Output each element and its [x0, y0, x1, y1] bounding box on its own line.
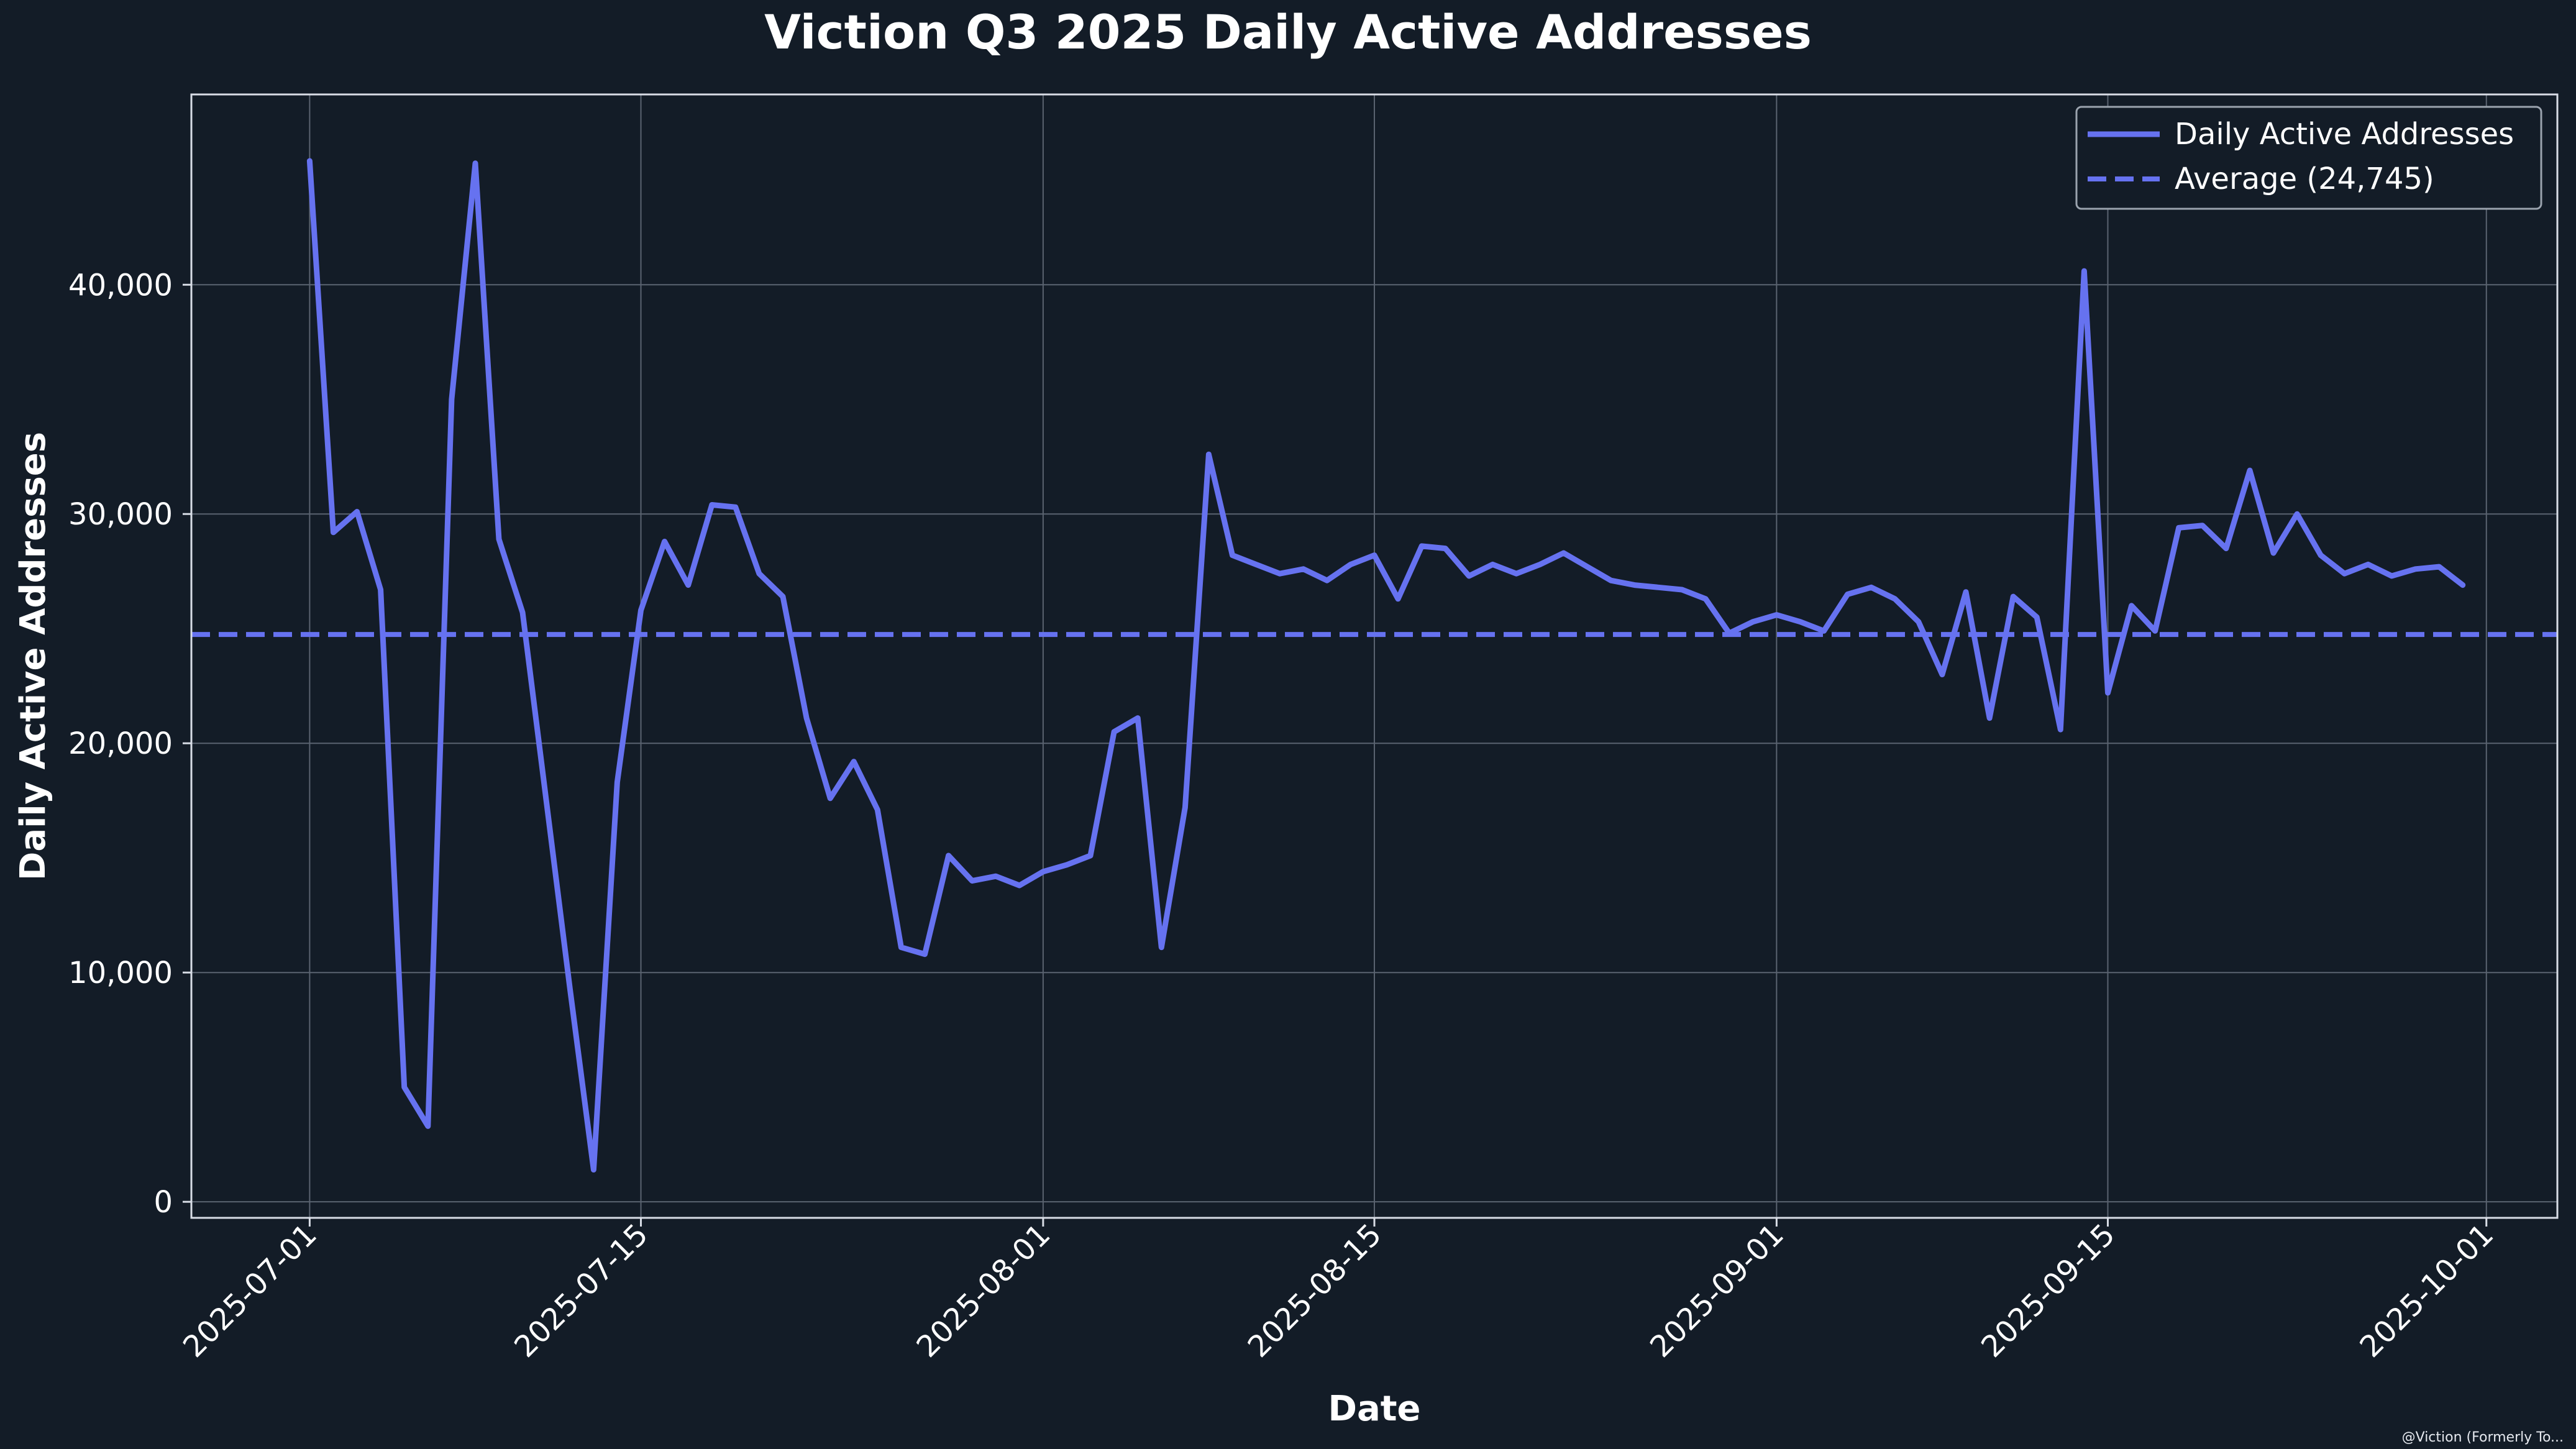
y-axis-label: Daily Active Addresses [13, 432, 53, 880]
x-axis-label: Date [1328, 1389, 1420, 1429]
legend-series-label: Daily Active Addresses [2175, 117, 2514, 152]
y-tick-label: 40,000 [68, 268, 173, 303]
daily-active-addresses-line [306, 158, 2466, 1172]
chart-title: Viction Q3 2025 Daily Active Addresses [764, 4, 1812, 60]
legend-box [2075, 106, 2542, 210]
y-tick-label: 10,000 [68, 956, 173, 990]
y-tick-label: 20,000 [68, 726, 173, 761]
plot-series [191, 158, 2557, 1172]
watermark-text: @Viction (Formerly To... [2401, 1430, 2564, 1445]
legend: Daily Active Addresses Average (24,745) [2075, 106, 2542, 210]
y-tick-label: 0 [153, 1185, 173, 1220]
y-tick-label: 30,000 [68, 497, 173, 532]
legend-average-label: Average (24,745) [2175, 162, 2434, 196]
